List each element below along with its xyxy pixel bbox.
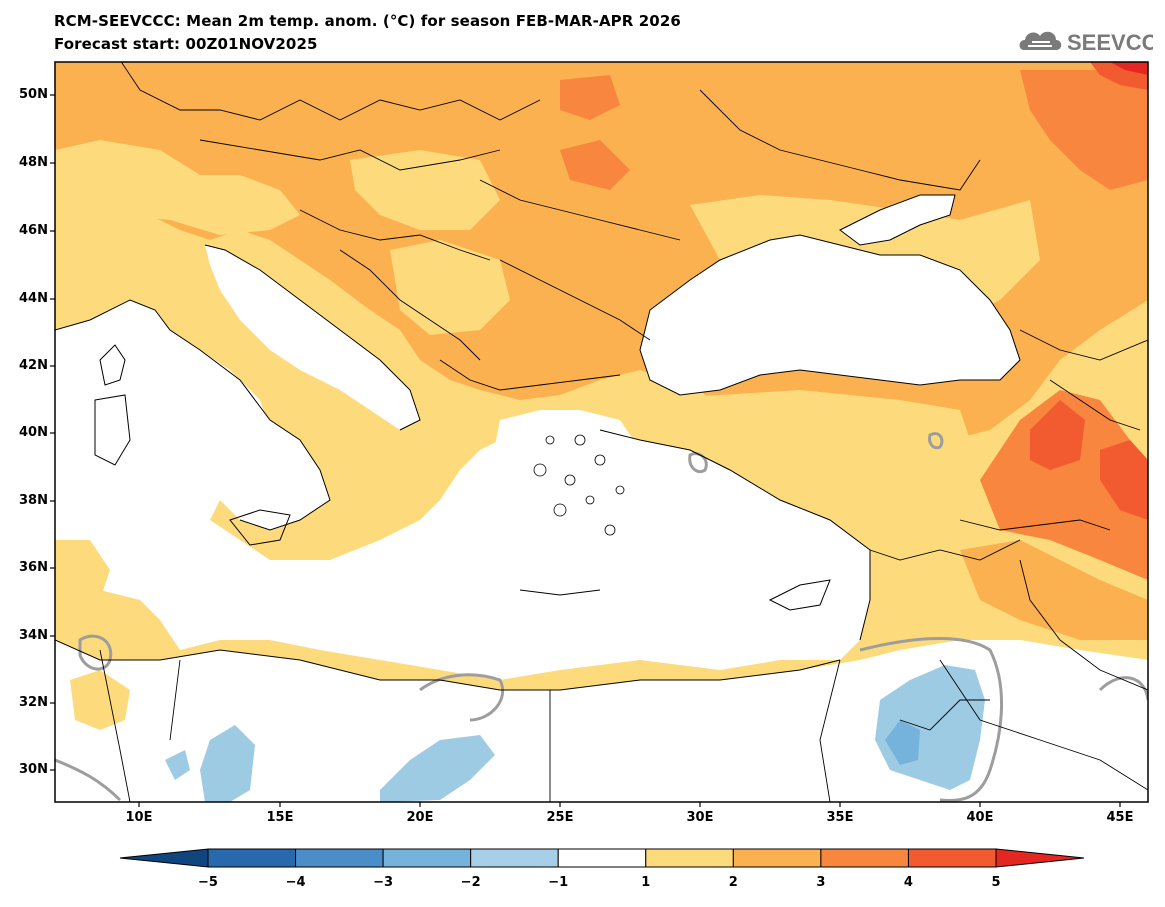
colorbar-swatch <box>732 848 822 868</box>
svg-text:SEEVCCC: SEEVCCC <box>1067 30 1153 55</box>
colorbar-swatch <box>820 848 909 868</box>
colorbar-label: 1 <box>641 875 651 890</box>
colorbar-swatch <box>995 848 1085 868</box>
lat-tick-label: 48N <box>19 155 48 170</box>
map-plot-area <box>55 62 1148 802</box>
colorbar-swatch <box>907 848 997 868</box>
tyrrhenian-sea <box>125 330 270 490</box>
anomaly-1-2-libya-west <box>70 670 130 730</box>
lat-tick-label: 46N <box>19 223 48 238</box>
anomaly-1-2-patch-balkan <box>390 240 510 335</box>
colorbar-label: −4 <box>285 875 306 890</box>
anomaly-minus-1-2-egypt <box>380 735 495 802</box>
lat-tick-label: 32N <box>19 695 48 710</box>
black-sea <box>640 235 1020 395</box>
axis-ticks <box>50 94 1121 807</box>
lat-tick-label: 50N <box>19 87 48 102</box>
lat-tick-label: 44N <box>19 291 48 306</box>
adriatic-sea <box>205 245 420 430</box>
colorbar-label: 4 <box>903 875 913 890</box>
map-frame <box>54 61 1149 803</box>
country-borders <box>99 62 1148 802</box>
seevccc-logo: SEEVCCC <box>1019 30 1153 55</box>
anomaly-1-2-patch-hungary <box>350 150 500 230</box>
colorbar-label: −3 <box>373 875 394 890</box>
lon-tick-label: 25E <box>546 810 574 825</box>
anomaly-minus-2-3-jordan <box>885 720 920 765</box>
colorbar-swatches <box>119 848 1085 868</box>
colorbar-swatch <box>207 848 297 868</box>
forecast-start-label: Forecast start: 00Z01NOV2025 <box>54 35 318 53</box>
mediterranean-sea <box>55 300 870 680</box>
anomaly-4-5-iran <box>1100 440 1148 520</box>
aegean-sea <box>490 410 640 560</box>
sea-of-azov <box>840 195 955 245</box>
colorbar-swatch <box>470 848 559 868</box>
lon-tick-label: 35E <box>826 810 854 825</box>
lon-tick-label: 40E <box>966 810 994 825</box>
coastlines <box>55 194 1021 691</box>
anomaly-1-2-patch-alps <box>55 140 300 235</box>
aegean-islands <box>533 434 625 536</box>
lon-tick-label: 30E <box>686 810 714 825</box>
lat-tick-label: 30N <box>19 762 48 777</box>
colorbar-swatch <box>295 848 384 868</box>
lat-tick-label: 38N <box>19 493 48 508</box>
map-title: RCM-SEEVCCC: Mean 2m temp. anom. (°C) fo… <box>54 12 681 30</box>
anomaly-3-4-east <box>1020 70 1148 190</box>
anomaly-1-2-tunisia <box>55 540 110 610</box>
cloud-icon <box>1019 31 1062 50</box>
colorbar-swatch <box>645 848 734 868</box>
colorbar-label: −5 <box>198 875 218 890</box>
anomaly-minus-1-2-libya <box>200 725 255 802</box>
anomaly-3-4-caucasus <box>980 390 1148 580</box>
lat-tick-label: 40N <box>19 425 48 440</box>
anomaly-2-3-syria <box>960 540 1148 640</box>
colorbar-label: 3 <box>816 875 826 890</box>
lon-tick-label: 15E <box>266 810 294 825</box>
lat-tick-label: 34N <box>19 628 48 643</box>
anomaly-3-4-romania <box>560 140 630 190</box>
lat-tick-label: 36N <box>19 560 48 575</box>
colorbar <box>119 848 1085 868</box>
colorbar-label: −2 <box>460 875 481 890</box>
anomaly-4-5-armenia <box>1030 400 1085 470</box>
colorbar-swatch <box>557 848 647 868</box>
lon-tick-label: 20E <box>406 810 434 825</box>
colorbar-label: 2 <box>728 875 738 890</box>
anomaly-5-plus-north <box>1110 62 1148 75</box>
anomaly-3-4-black-sea-north <box>560 75 620 120</box>
colorbar-swatch <box>119 848 209 868</box>
colorbar-swatch <box>382 848 472 868</box>
north-africa-region <box>55 640 1148 802</box>
lat-tick-label: 42N <box>19 358 48 373</box>
lon-tick-label: 45E <box>1106 810 1134 825</box>
colorbar-label: 5 <box>991 875 1001 890</box>
colorbar-label: −1 <box>548 875 569 890</box>
lon-tick-label: 10E <box>125 810 153 825</box>
anomaly-minus-1-2-sirte <box>165 750 190 780</box>
